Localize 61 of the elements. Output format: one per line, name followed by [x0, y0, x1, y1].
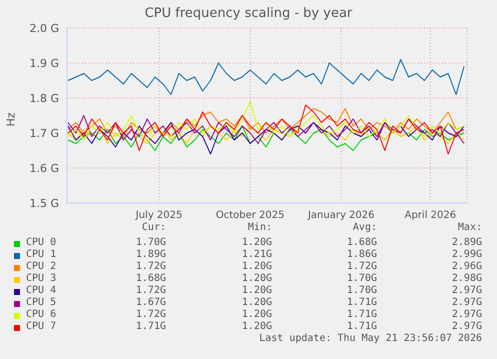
text: Last update: Thu May 21 23:56:07 2026: [259, 333, 482, 344]
text: 1.20G: [242, 261, 272, 272]
text: 2.97G: [452, 297, 482, 308]
legend-label: CPU 7: [26, 321, 56, 332]
text: 2.99G: [452, 249, 482, 260]
line-series: [67, 59, 465, 95]
text: 1.20G: [242, 237, 272, 248]
text: 1.20G: [242, 297, 272, 308]
text: 1.20G: [242, 309, 272, 320]
text: 1.86G: [346, 249, 377, 260]
text: 1.20G: [242, 273, 272, 284]
text: Avg:: [352, 222, 377, 233]
x-tick-label: April 2026: [404, 210, 456, 222]
legend-label: CPU 2: [26, 261, 56, 272]
text: Cur:: [142, 222, 166, 233]
text: 2.97G: [452, 321, 482, 332]
text: 2.98G: [452, 273, 482, 284]
text: 1.72G: [136, 261, 166, 272]
line-series: [67, 115, 465, 144]
legend-label: CPU 4: [26, 285, 56, 296]
text: 1.72G: [136, 309, 166, 320]
y-tick-label: 1.9 G: [29, 56, 59, 70]
y-tick-label: 1.6 G: [29, 162, 59, 175]
chart-title: CPU frequency scaling - by year: [144, 6, 354, 21]
text: 1.71G: [346, 321, 377, 332]
x-tick-label: January 2026: [306, 210, 375, 222]
text: 1.72G: [346, 261, 377, 272]
text: 1.70G: [346, 285, 377, 296]
y-axis-title: Hz: [4, 112, 18, 127]
text: 2.97G: [452, 285, 482, 296]
text: 2.89G: [452, 237, 482, 248]
y-tick-label: 1.8 G: [29, 92, 59, 105]
text: 2.97G: [452, 309, 482, 320]
text: 1.71G: [346, 297, 377, 308]
text: Max:: [458, 222, 482, 233]
legend-label: CPU 5: [26, 297, 56, 308]
y-tick-label: 1.5 G: [29, 196, 59, 210]
legend-label: CPU 3: [26, 273, 56, 284]
y-tick-label: 2.0 G: [29, 22, 59, 35]
x-tick-label: October 2025: [216, 210, 284, 222]
legend-label: CPU 0: [26, 237, 56, 248]
text: Min:: [248, 222, 272, 233]
text: 1.68G: [136, 273, 166, 284]
line-series: [67, 104, 465, 154]
text: 1.72G: [136, 285, 166, 296]
text: 1.71G: [136, 321, 166, 332]
text: 1.89G: [136, 249, 166, 260]
line-series: [67, 101, 465, 140]
text: 1.71G: [346, 309, 377, 320]
text: 2.96G: [452, 261, 482, 272]
text: 1.21G: [242, 249, 272, 260]
legend-label: CPU 6: [26, 309, 56, 320]
text: 1.20G: [242, 285, 272, 296]
text: 1.70G: [346, 273, 377, 284]
y-tick-label: 1.7 G: [29, 126, 59, 140]
text: 1.20G: [242, 321, 272, 332]
text: 1.67G: [136, 297, 166, 308]
legend-label: CPU 1: [26, 249, 56, 260]
text: 1.70G: [136, 237, 166, 248]
x-tick-label: July 2025: [134, 210, 182, 222]
text: 1.68G: [346, 237, 377, 248]
